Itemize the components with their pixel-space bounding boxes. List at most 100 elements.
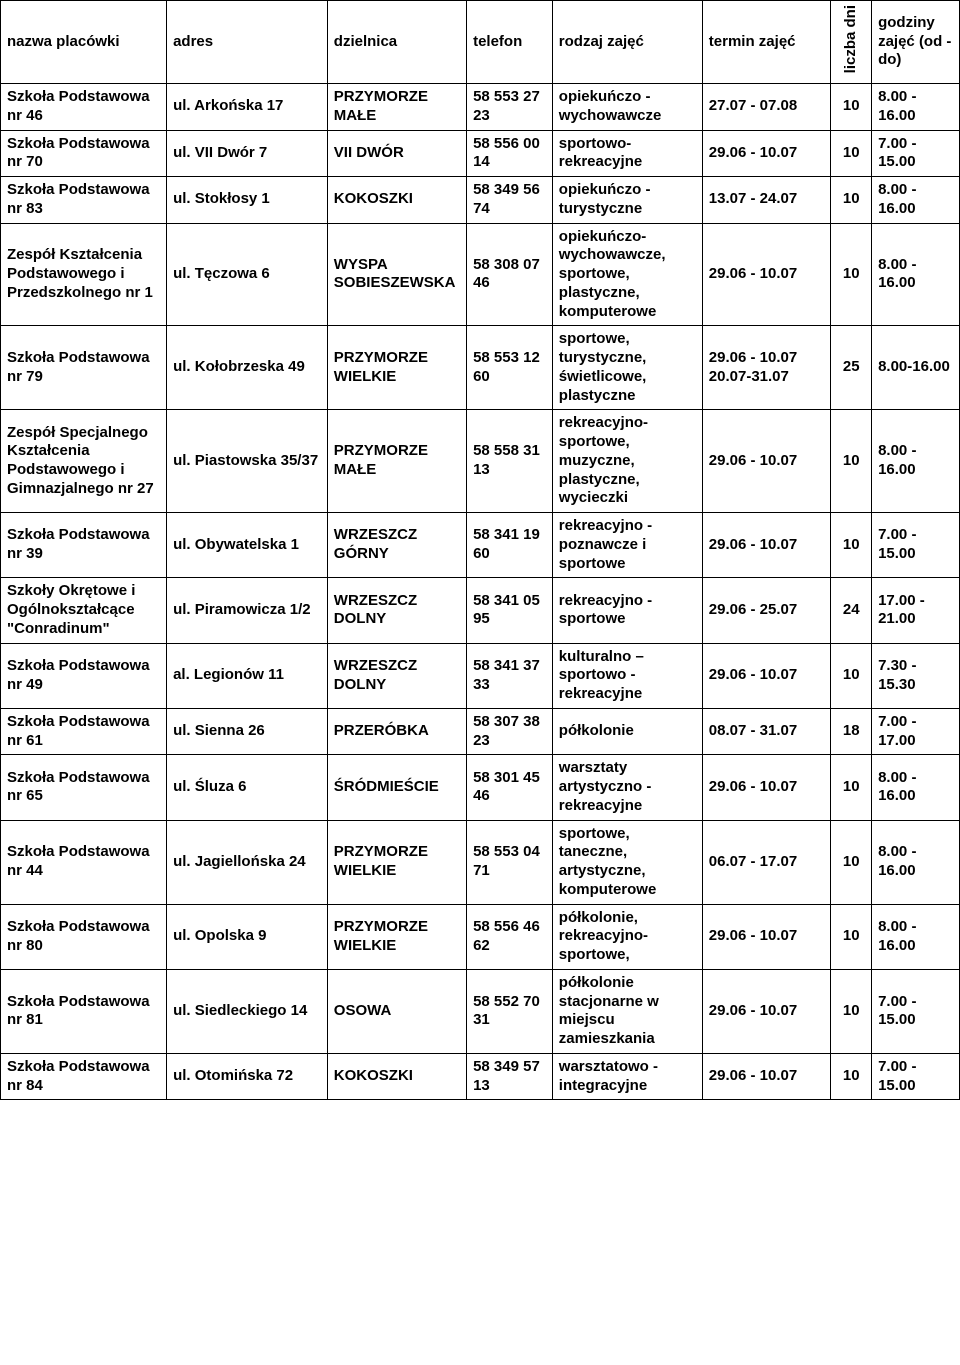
cell-days: 10	[831, 130, 872, 177]
cell-name: Szkoła Podstawowa nr 79	[1, 326, 167, 410]
cell-days: 10	[831, 969, 872, 1053]
cell-name: Szkoła Podstawowa nr 65	[1, 755, 167, 820]
cell-phone: 58 553 27 23	[467, 84, 553, 131]
header-hours: godziny zajęć (od - do)	[872, 1, 960, 84]
cell-term: 29.06 - 10.07	[702, 513, 831, 578]
cell-phone: 58 341 37 33	[467, 643, 553, 708]
facilities-table: nazwa placówki adres dzielnica telefon r…	[0, 0, 960, 1100]
header-address: adres	[167, 1, 328, 84]
cell-type: rekreacyjno-sportowe, muzyczne, plastycz…	[552, 410, 702, 513]
cell-address: ul. Obywatelska 1	[167, 513, 328, 578]
cell-term: 29.06 - 10.07	[702, 410, 831, 513]
cell-term: 08.07 - 31.07	[702, 708, 831, 755]
table-row: Szkoła Podstawowa nr 46ul. Arkońska 17PR…	[1, 84, 960, 131]
cell-type: rekreacyjno - sportowe	[552, 578, 702, 643]
cell-term: 29.06 - 10.07	[702, 643, 831, 708]
cell-days: 10	[831, 84, 872, 131]
cell-name: Szkoły Okrętowe i Ogólnokształcące "Conr…	[1, 578, 167, 643]
cell-term: 29.06 - 10.07	[702, 1053, 831, 1100]
cell-type: opiekuńczo - wychowawcze	[552, 84, 702, 131]
cell-district: PRZYMORZE WIELKIE	[327, 820, 466, 904]
table-row: Szkoła Podstawowa nr 81ul. Siedleckiego …	[1, 969, 960, 1053]
cell-hours: 8.00 - 16.00	[872, 904, 960, 969]
cell-term: 27.07 - 07.08	[702, 84, 831, 131]
cell-days: 10	[831, 513, 872, 578]
table-row: Szkoła Podstawowa nr 65ul. Śluza 6ŚRÓDMI…	[1, 755, 960, 820]
cell-hours: 7.30 - 15.30	[872, 643, 960, 708]
cell-address: ul. Siedleckiego 14	[167, 969, 328, 1053]
cell-name: Szkoła Podstawowa nr 44	[1, 820, 167, 904]
cell-address: ul. Stokłosy 1	[167, 177, 328, 224]
table-row: Szkoła Podstawowa nr 44ul. Jagiellońska …	[1, 820, 960, 904]
cell-days: 10	[831, 820, 872, 904]
cell-address: ul. Tęczowa 6	[167, 223, 328, 326]
cell-hours: 17.00 - 21.00	[872, 578, 960, 643]
cell-term: 29.06 - 25.07	[702, 578, 831, 643]
cell-hours: 7.00 - 15.00	[872, 969, 960, 1053]
header-term: termin zajęć	[702, 1, 831, 84]
cell-phone: 58 341 05 95	[467, 578, 553, 643]
cell-hours: 8.00 - 16.00	[872, 755, 960, 820]
cell-name: Szkoła Podstawowa nr 61	[1, 708, 167, 755]
cell-type: sportowe, turystyczne, świetlicowe, plas…	[552, 326, 702, 410]
cell-phone: 58 558 31 13	[467, 410, 553, 513]
cell-type: półkolonie	[552, 708, 702, 755]
cell-hours: 7.00 - 15.00	[872, 130, 960, 177]
table-body: Szkoła Podstawowa nr 46ul. Arkońska 17 PR…	[1, 84, 960, 1100]
cell-address: ul. Kołobrzeska 49	[167, 326, 328, 410]
cell-hours: 8.00 - 16.00	[872, 223, 960, 326]
table-row: Szkoła Podstawowa nr 70ul. VII Dwór 7VII…	[1, 130, 960, 177]
cell-phone: 58 341 19 60	[467, 513, 553, 578]
cell-address: ul. Śluza 6	[167, 755, 328, 820]
cell-name: Szkoła Podstawowa nr 46	[1, 84, 167, 131]
cell-type: opiekuńczo-wychowawcze, sportowe, plasty…	[552, 223, 702, 326]
table-row: Szkoła Podstawowa nr 79ul. Kołobrzeska 4…	[1, 326, 960, 410]
cell-address: al. Legionów 11	[167, 643, 328, 708]
table-row: Szkoły Okrętowe i Ogólnokształcące "Conr…	[1, 578, 960, 643]
cell-type: opiekuńczo - turystyczne	[552, 177, 702, 224]
table-row: Szkoła Podstawowa nr 80ul. Opolska 9PRZY…	[1, 904, 960, 969]
cell-type: kulturalno – sportowo - rekreacyjne	[552, 643, 702, 708]
cell-hours: 8.00-16.00	[872, 326, 960, 410]
cell-address: ul. VII Dwór 7	[167, 130, 328, 177]
cell-district: PRZYMORZE WIELKIE	[327, 326, 466, 410]
cell-address: ul. Arkońska 17	[167, 84, 328, 131]
cell-hours: 7.00 - 15.00	[872, 513, 960, 578]
cell-term: 13.07 - 24.07	[702, 177, 831, 224]
cell-days: 24	[831, 578, 872, 643]
table-row: Zespół Specjalnego Kształcenia Podstawow…	[1, 410, 960, 513]
cell-hours: 8.00 - 16.00	[872, 84, 960, 131]
cell-phone: 58 553 12 60	[467, 326, 553, 410]
cell-phone: 58 553 04 71	[467, 820, 553, 904]
header-district: dzielnica	[327, 1, 466, 84]
cell-name: Szkoła Podstawowa nr 84	[1, 1053, 167, 1100]
cell-name: Szkoła Podstawowa nr 81	[1, 969, 167, 1053]
cell-type: sportowe, taneczne, artystyczne, kompute…	[552, 820, 702, 904]
cell-hours: 7.00 - 17.00	[872, 708, 960, 755]
cell-days: 18	[831, 708, 872, 755]
cell-district: WYSPA SOBIESZEWSKA	[327, 223, 466, 326]
cell-district: VII DWÓR	[327, 130, 466, 177]
header-name: nazwa placówki	[1, 1, 167, 84]
cell-phone: 58 552 70 31	[467, 969, 553, 1053]
cell-days: 25	[831, 326, 872, 410]
cell-name: Zespół Kształcenia Podstawowego i Przeds…	[1, 223, 167, 326]
cell-days: 10	[831, 643, 872, 708]
cell-term: 29.06 - 10.07	[702, 223, 831, 326]
cell-hours: 7.00 - 15.00	[872, 1053, 960, 1100]
cell-type: warsztatowo - integracyjne	[552, 1053, 702, 1100]
cell-address: ul. Piramowicza 1/2	[167, 578, 328, 643]
cell-name: Szkoła Podstawowa nr 83	[1, 177, 167, 224]
cell-type: warsztaty artystyczno - rekreacyjne	[552, 755, 702, 820]
cell-district: KOKOSZKI	[327, 1053, 466, 1100]
table-row: Zespół Kształcenia Podstawowego i Przeds…	[1, 223, 960, 326]
cell-term: 29.06 - 10.07	[702, 755, 831, 820]
cell-address: ul. Sienna 26	[167, 708, 328, 755]
cell-phone: 58 308 07 46	[467, 223, 553, 326]
cell-type: półkolonie stacjonarne w miejscu zamiesz…	[552, 969, 702, 1053]
cell-district: WRZESZCZ GÓRNY	[327, 513, 466, 578]
cell-district: PRZERÓBKA	[327, 708, 466, 755]
cell-term: 06.07 - 17.07	[702, 820, 831, 904]
cell-address: ul. Piastowska 35/37	[167, 410, 328, 513]
cell-term: 29.06 - 10.07	[702, 904, 831, 969]
